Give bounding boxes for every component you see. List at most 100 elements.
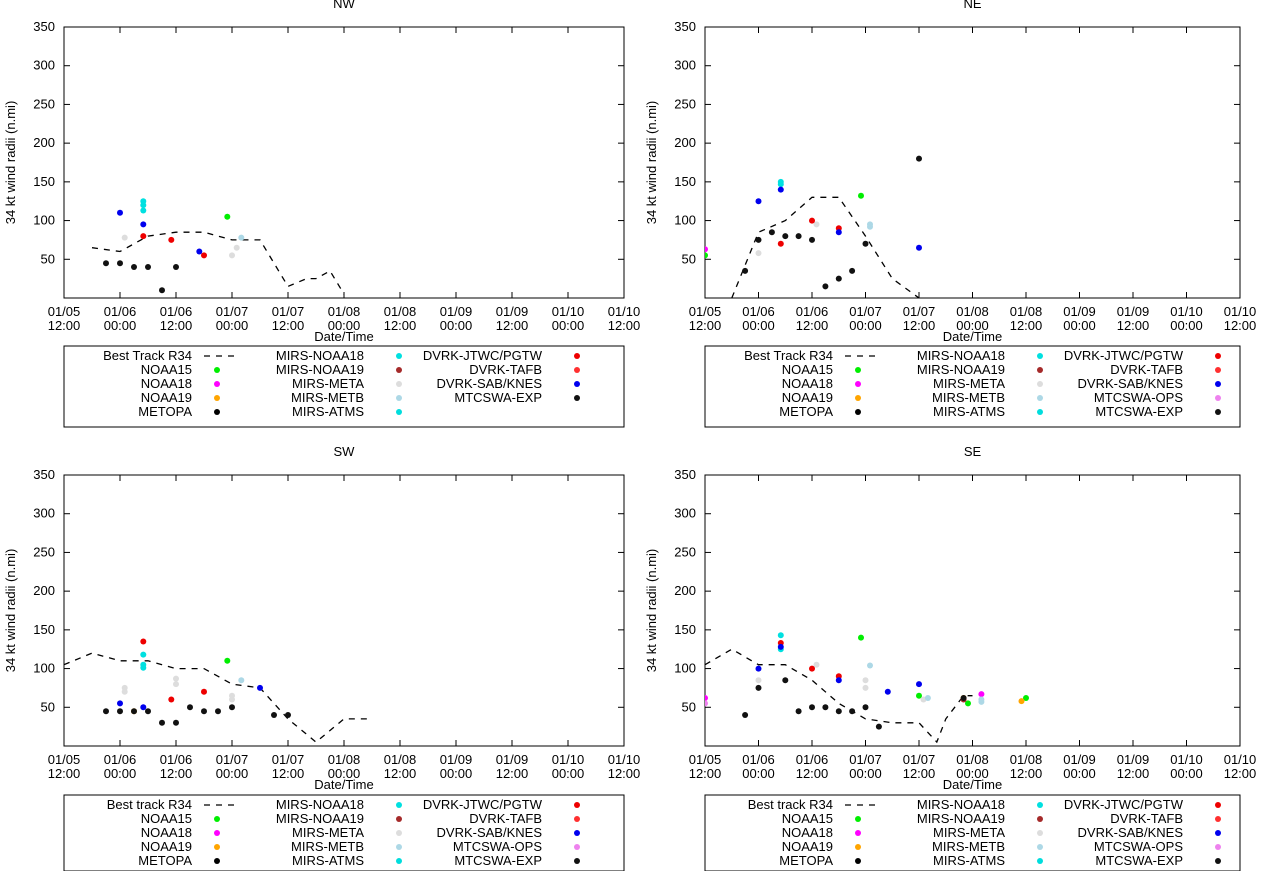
x-tick-label-date: 01/09 — [496, 304, 529, 319]
series-mirs-noaa18 — [140, 651, 147, 671]
legend-label: METOPA — [138, 853, 192, 868]
legend-label: MIRS-NOAA18 — [276, 348, 364, 363]
x-tick-label-date: 01/08 — [956, 304, 989, 319]
legend-sample-dot — [1037, 830, 1043, 836]
y-tick-label: 50 — [41, 251, 55, 266]
legend-sample-dot — [396, 367, 402, 373]
data-point — [168, 696, 175, 703]
legend-sample-dot — [1215, 802, 1221, 808]
data-point — [229, 252, 235, 259]
legend-sample-dot — [396, 353, 402, 359]
x-tick-label-time: 00:00 — [849, 766, 882, 781]
legend-label: DVRK-JTWC/PGTW — [1064, 797, 1184, 812]
data-point — [755, 665, 762, 672]
x-tick-label-date: 01/10 — [1170, 752, 1203, 767]
legend-sample-dot — [214, 367, 220, 373]
data-point — [168, 236, 175, 243]
legend-sample-dot — [396, 409, 402, 415]
x-tick-label-date: 01/09 — [440, 304, 473, 319]
data-point — [742, 712, 749, 718]
series-mirs-meta — [121, 234, 240, 259]
legend-label: MIRS-META — [933, 825, 1005, 840]
data-point — [777, 643, 784, 650]
series-mtcswa-exp — [103, 704, 291, 726]
x-tick-label-date: 01/10 — [1170, 304, 1203, 319]
legend-label: NOAA18 — [141, 825, 192, 840]
series-mtcswa-exp — [742, 155, 922, 290]
legend-sample-dot — [214, 858, 220, 864]
data-point — [140, 202, 147, 209]
legend-label: MIRS-NOAA18 — [917, 797, 1005, 812]
data-point — [924, 695, 931, 701]
legend-label: METOPA — [138, 404, 192, 419]
data-point — [140, 651, 147, 658]
data-point — [173, 675, 179, 682]
legend-label: Best track R34 — [107, 797, 192, 812]
data-point — [849, 708, 856, 715]
chart-panel-sw: SW5010015020025030035001/0512:0001/0600:… — [3, 444, 640, 871]
data-point — [103, 260, 109, 267]
data-point — [777, 181, 784, 188]
legend-label: MIRS-NOAA19 — [276, 811, 364, 826]
legend-sample-dot — [396, 802, 402, 808]
legend-sample-dot — [1037, 858, 1043, 864]
data-point — [1018, 698, 1025, 705]
legend-sample-dot — [1037, 381, 1043, 387]
legend-label: MIRS-METB — [291, 839, 364, 854]
legend-sample-dot — [574, 802, 580, 808]
y-tick-label: 100 — [33, 213, 55, 228]
x-tick-label-date: 01/10 — [1224, 752, 1257, 767]
legend-sample-dot — [1037, 353, 1043, 359]
x-tick-label-date: 01/08 — [384, 304, 417, 319]
legend-sample-dot — [855, 381, 861, 387]
best-track-line — [731, 196, 920, 298]
y-tick-label: 250 — [33, 96, 55, 111]
data-point — [140, 221, 147, 228]
x-tick-label-time: 00:00 — [216, 766, 249, 781]
x-tick-label-time: 00:00 — [849, 318, 882, 333]
data-point — [229, 704, 235, 711]
plot-frame — [704, 26, 1241, 299]
x-tick-label-date: 01/06 — [796, 304, 829, 319]
data-point — [117, 700, 123, 707]
data-point — [809, 704, 815, 711]
legend-sample-dot — [1037, 395, 1043, 401]
x-tick-label-date: 01/07 — [849, 304, 882, 319]
y-tick-label: 300 — [33, 58, 55, 73]
data-point — [285, 712, 291, 718]
legend-label: NOAA18 — [782, 825, 833, 840]
x-tick-label-date: 01/10 — [1224, 304, 1257, 319]
legend-label: MTCSWA-EXP — [454, 853, 542, 868]
data-point — [768, 229, 775, 236]
data-point — [173, 264, 179, 270]
data-point — [215, 708, 221, 715]
legend-frame — [704, 794, 1241, 871]
data-point — [117, 708, 123, 715]
data-point — [755, 677, 762, 684]
x-tick-label-time: 12:00 — [48, 766, 81, 781]
plot-content — [705, 632, 1029, 744]
data-point — [835, 708, 842, 715]
legend-label: MIRS-ATMS — [933, 404, 1005, 419]
series-noaa15 — [705, 192, 864, 259]
data-point — [238, 677, 245, 684]
y-tick-label: 50 — [682, 251, 696, 266]
plot-content — [705, 155, 922, 298]
x-tick-label-time: 12:00 — [1010, 318, 1043, 333]
legend-sample-dot — [214, 409, 220, 415]
legend-frame — [704, 345, 1241, 428]
legend-label: DVRK-TAFB — [469, 362, 542, 377]
legend-label: DVRK-SAB/KNES — [1078, 376, 1184, 391]
legend-sample-dot — [1215, 844, 1221, 850]
series-dvrk-jtwc-pgtw — [140, 638, 207, 703]
legend-sample-dot — [396, 858, 402, 864]
x-tick-label-date: 01/07 — [216, 304, 249, 319]
data-point — [131, 708, 137, 715]
data-point — [121, 234, 128, 241]
legend-label: MIRS-METB — [932, 839, 1005, 854]
x-tick-label-date: 01/07 — [272, 752, 305, 767]
x-tick-label-date: 01/10 — [552, 752, 585, 767]
data-point — [965, 700, 971, 707]
x-tick-label-date: 01/09 — [1117, 752, 1150, 767]
series-dvrk-jtwc-pgtw — [777, 640, 842, 680]
